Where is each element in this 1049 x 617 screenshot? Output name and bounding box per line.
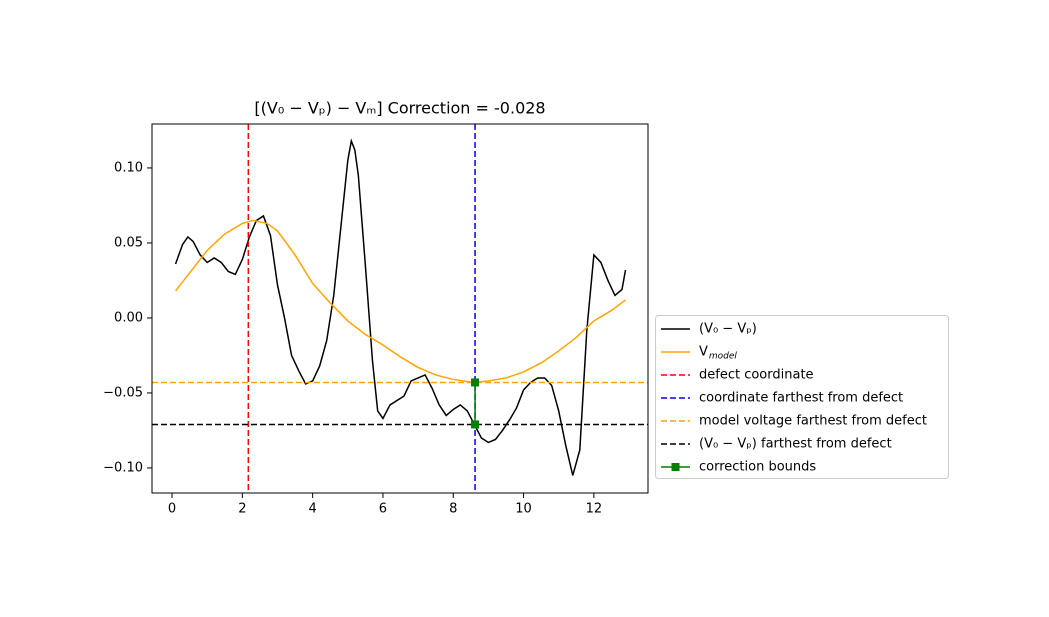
marker	[471, 378, 480, 387]
legend-box	[655, 315, 949, 479]
series-line	[174, 219, 626, 384]
plot-area	[152, 124, 648, 493]
legend-label: defect coordinate	[699, 368, 814, 383]
legend-label: model voltage farthest from defect	[699, 414, 927, 429]
legend-label: (V₀ − Vₚ)	[699, 322, 757, 337]
x-tick-label: 8	[449, 502, 457, 517]
legend-label: coordinate farthest from defect	[699, 391, 903, 406]
x-tick-label: 12	[586, 502, 603, 517]
y-tick-label: −0.05	[103, 385, 143, 400]
chart-title: [(V₀ − Vₚ) − Vₘ] Correction = -0.028	[254, 99, 545, 118]
legend-label-subscript: model	[709, 352, 738, 362]
x-tick-label: 4	[309, 502, 317, 517]
legend-label: correction bounds	[699, 460, 816, 475]
y-tick-label: 0.05	[114, 235, 143, 250]
legend-label: V	[699, 345, 708, 360]
axes-frame	[151, 123, 649, 494]
series-line	[174, 138, 627, 476]
y-tick-label: 0.10	[114, 160, 143, 175]
x-tick-label: 6	[379, 502, 387, 517]
y-tick-label: 0.00	[114, 310, 143, 325]
legend-marker	[671, 463, 680, 471]
marker	[471, 420, 480, 429]
x-tick-label: 10	[515, 502, 532, 517]
y-tick-label: −0.10	[103, 460, 143, 475]
x-tick-label: 0	[168, 502, 176, 517]
legend-label: (V₀ − Vₚ) farthest from defect	[699, 437, 892, 452]
x-tick-label: 2	[238, 502, 246, 517]
